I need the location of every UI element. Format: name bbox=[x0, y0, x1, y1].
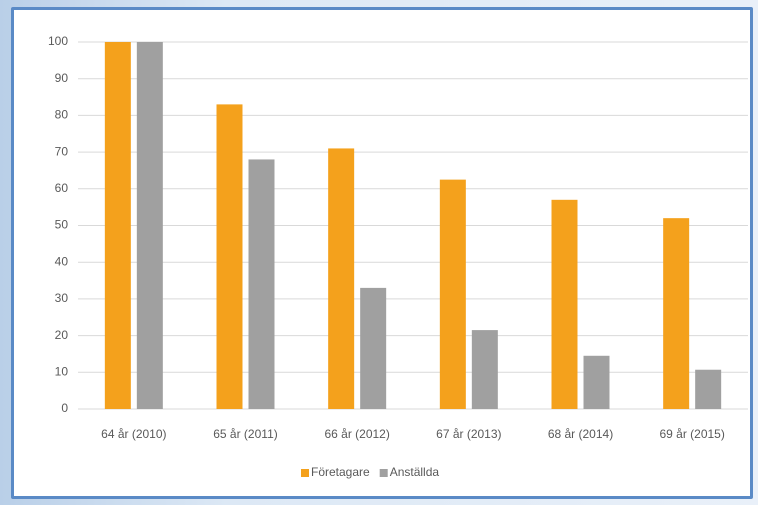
legend-swatch bbox=[301, 469, 309, 477]
bar bbox=[439, 179, 466, 409]
y-tick-label: 100 bbox=[48, 34, 68, 48]
bar bbox=[663, 218, 690, 409]
bar bbox=[360, 287, 387, 409]
x-tick-label: 66 år (2012) bbox=[324, 427, 389, 441]
legend-swatch bbox=[379, 469, 388, 477]
bar bbox=[328, 148, 355, 409]
y-tick-label: 30 bbox=[55, 291, 69, 305]
y-tick-label: 70 bbox=[55, 144, 69, 158]
x-tick-label: 65 år (2011) bbox=[213, 427, 277, 441]
bar bbox=[583, 355, 610, 409]
y-tick-label: 40 bbox=[55, 254, 69, 268]
y-tick-label: 60 bbox=[55, 181, 69, 195]
y-tick-label: 10 bbox=[55, 364, 69, 378]
y-tick-label: 90 bbox=[55, 71, 69, 85]
bar bbox=[104, 42, 131, 409]
legend-label: Anställda bbox=[390, 465, 440, 479]
chart-panel bbox=[11, 7, 753, 499]
bar bbox=[695, 369, 722, 409]
bar bbox=[136, 42, 163, 409]
legend-label: Företagare bbox=[311, 465, 370, 479]
x-tick-label: 67 år (2013) bbox=[436, 427, 501, 441]
bar bbox=[216, 104, 243, 409]
y-tick-label: 80 bbox=[55, 108, 69, 122]
bar bbox=[248, 159, 275, 409]
bar bbox=[471, 330, 498, 409]
y-tick-label: 0 bbox=[61, 401, 68, 415]
y-tick-label: 50 bbox=[55, 218, 69, 232]
x-tick-label: 69 år (2015) bbox=[659, 427, 724, 441]
x-tick-label: 68 år (2014) bbox=[548, 427, 613, 441]
bar bbox=[551, 199, 578, 409]
x-tick-label: 64 år (2010) bbox=[101, 427, 166, 441]
y-tick-label: 20 bbox=[55, 328, 69, 342]
